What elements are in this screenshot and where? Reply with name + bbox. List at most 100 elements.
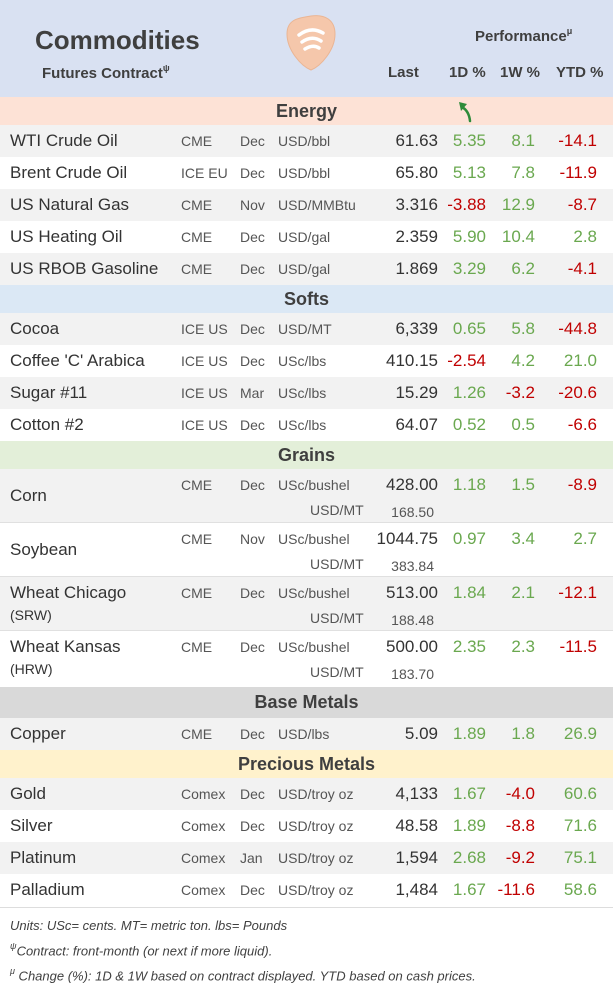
energy-row-rbob: US RBOB Gasoline CME Dec USD/gal 1.869 3… xyxy=(0,253,613,285)
unit: USD/troy oz xyxy=(278,882,354,898)
change-ytd: -6.6 xyxy=(567,415,597,434)
unit: USc/bushel xyxy=(278,585,350,601)
change-1d: 0.65 xyxy=(452,319,486,338)
commodity-name: Soybean xyxy=(10,540,78,559)
exchange: ICE US xyxy=(181,321,228,337)
unit: USD/gal xyxy=(278,261,331,277)
commodity-name: Sugar #11 xyxy=(10,383,88,402)
change-ytd: 75.1 xyxy=(563,848,597,867)
exchange: ICE US xyxy=(181,385,228,401)
commodity-name: US RBOB Gasoline xyxy=(10,259,159,278)
last-price: 428.00 xyxy=(386,475,438,494)
change-1w: 1.5 xyxy=(511,475,535,494)
unit: USD/MT xyxy=(278,321,332,337)
exchange: CME xyxy=(181,639,213,655)
exchange: ICE EU xyxy=(181,165,228,181)
last-price-metric: 168.50 xyxy=(391,504,434,520)
commodity-name: Platinum xyxy=(10,848,77,867)
change-1d: 1.18 xyxy=(452,475,486,494)
header: Commodities Futures Contractψ Performanc… xyxy=(0,0,613,97)
grains-row-wheat-chicago: Wheat Chicago (SRW) CME Dec USc/bushel 5… xyxy=(0,577,613,631)
contract-month: Dec xyxy=(240,585,265,601)
energy-row-brent: Brent Crude Oil ICE EU Dec USD/bbl 65.80… xyxy=(0,157,613,189)
last-price: 5.09 xyxy=(404,724,438,743)
last-price-metric: 188.48 xyxy=(391,612,434,628)
unit: USD/troy oz xyxy=(278,850,354,866)
section-grains: Grains xyxy=(0,441,613,469)
commodity-name: Palladium xyxy=(10,880,85,899)
commodity-name: US Heating Oil xyxy=(10,227,123,246)
commodity-name: Gold xyxy=(10,784,46,803)
change-ytd: 58.6 xyxy=(563,880,597,899)
footer-change-text: Change (%): 1D & 1W based on contract di… xyxy=(14,968,476,984)
footer-contract-text: Contract: front-month (or next if more l… xyxy=(16,943,273,959)
base-row-copper: Copper CME Dec USD/lbs 5.09 1.89 1.8 26.… xyxy=(0,718,613,750)
energy-row-heating-oil: US Heating Oil CME Dec USD/gal 2.359 5.9… xyxy=(0,221,613,253)
change-1w: 0.5 xyxy=(511,415,535,434)
performance-heading: Performanceμ xyxy=(475,26,573,45)
footer-units: Units: USc= cents. MT= metric ton. lbs= … xyxy=(10,918,288,933)
unit: USc/bushel xyxy=(278,639,350,655)
commodity-name: Cocoa xyxy=(10,319,60,338)
change-ytd: 60.6 xyxy=(563,784,597,803)
last-price: 3.316 xyxy=(395,195,438,214)
change-1d: 3.29 xyxy=(452,259,486,278)
change-1w: 5.8 xyxy=(511,319,535,338)
precious-row-palladium: Palladium Comex Dec USD/troy oz 1,484 1.… xyxy=(0,874,613,906)
performance-mark: μ xyxy=(566,26,573,36)
commodity-name: Silver xyxy=(10,816,53,835)
change-1d: 5.35 xyxy=(452,131,486,150)
softs-row-cotton: Cotton #2 ICE US Dec USc/lbs 64.07 0.52 … xyxy=(0,409,613,441)
change-1w: 6.2 xyxy=(511,259,535,278)
unit: USc/lbs xyxy=(278,353,327,369)
change-1w: -3.2 xyxy=(505,383,535,402)
col-last: Last xyxy=(388,64,419,81)
exchange: Comex xyxy=(181,818,226,834)
col-1d: 1D % xyxy=(449,64,486,81)
contract-month: Nov xyxy=(240,197,265,213)
change-1w: 8.1 xyxy=(511,131,535,150)
commodity-name: Wheat Chicago xyxy=(10,583,127,602)
contract-month: Dec xyxy=(240,261,265,277)
exchange: Comex xyxy=(181,850,226,866)
unit: USD/gal xyxy=(278,229,331,245)
change-1d: -3.88 xyxy=(447,195,486,214)
last-price: 1044.75 xyxy=(376,529,438,548)
last-price: 61.63 xyxy=(395,131,438,150)
change-ytd: 2.7 xyxy=(573,529,597,548)
contract-month: Jan xyxy=(240,850,263,866)
change-1w: 2.3 xyxy=(511,637,535,656)
change-1d: 5.13 xyxy=(452,163,486,182)
contract-month: Nov xyxy=(240,531,265,547)
unit: USc/bushel xyxy=(278,477,350,493)
exchange: CME xyxy=(181,261,213,277)
change-ytd: -14.1 xyxy=(558,131,597,150)
unit-metric: USD/MT xyxy=(310,556,364,572)
exchange: CME xyxy=(181,531,213,547)
grains-row-corn: Corn CME Dec USc/bushel 428.00 USD/MT 16… xyxy=(0,469,613,523)
change-1w: -9.2 xyxy=(505,848,535,867)
energy-row-wti: WTI Crude Oil CME Dec USD/bbl 61.63 5.35… xyxy=(0,125,613,157)
change-ytd: 71.6 xyxy=(563,816,597,835)
exchange: CME xyxy=(181,197,213,213)
unit: USD/bbl xyxy=(278,165,331,181)
change-1d: 0.52 xyxy=(452,415,486,434)
exchange: CME xyxy=(181,477,213,493)
contract-month: Dec xyxy=(240,726,265,742)
footer-change: μ Change (%): 1D & 1W based on contract … xyxy=(10,966,476,984)
performance-text: Performance xyxy=(475,28,567,45)
contract-month: Dec xyxy=(240,165,265,181)
grains-row-soybean: Soybean CME Nov USc/bushel 1044.75 USD/M… xyxy=(0,523,613,577)
green-curved-arrow-icon xyxy=(459,102,472,123)
softs-row-sugar: Sugar #11 ICE US Mar USc/lbs 15.29 1.26 … xyxy=(0,377,613,409)
commodity-name: Brent Crude Oil xyxy=(10,163,128,182)
col-1w: 1W % xyxy=(500,64,541,81)
unit-metric: USD/MT xyxy=(310,610,364,626)
exchange: CME xyxy=(181,133,213,149)
footer-divider xyxy=(0,907,613,908)
change-ytd: 21.0 xyxy=(563,351,597,370)
unit: USc/lbs xyxy=(278,385,327,401)
section-precious-metals: Precious Metals xyxy=(0,750,613,778)
unit-metric: USD/MT xyxy=(310,502,364,518)
commodity-name: Copper xyxy=(10,724,66,743)
